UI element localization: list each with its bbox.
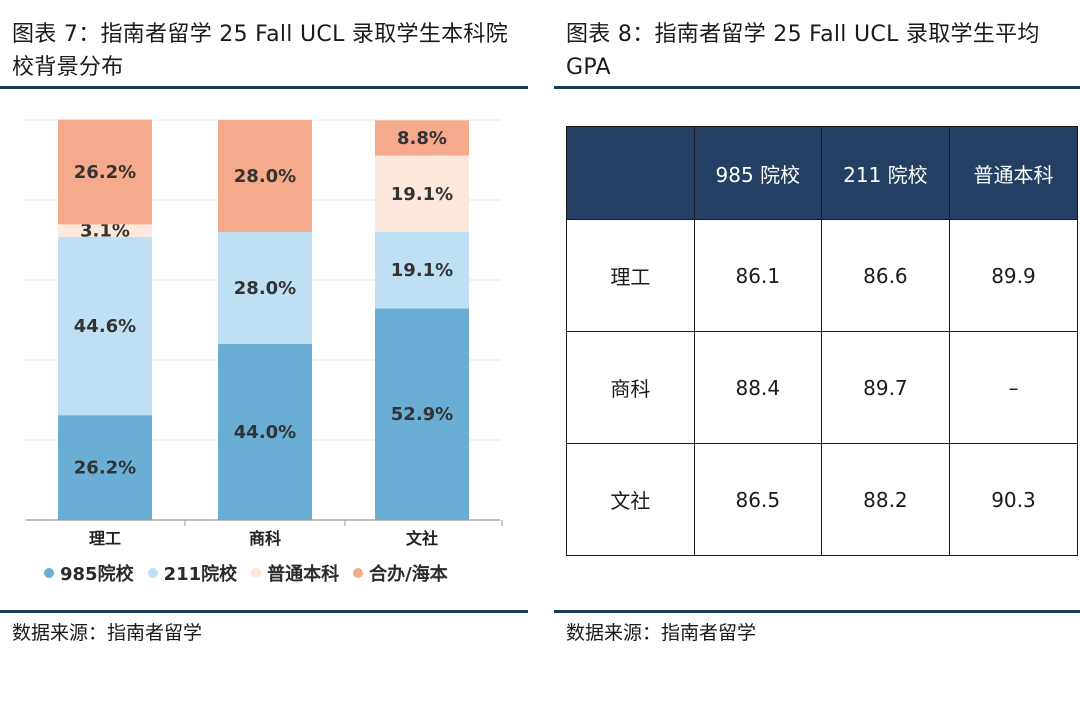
figure-7-source: 数据来源：指南者留学 [12, 622, 203, 644]
table-row-label: 文社 [566, 443, 695, 556]
legend-item: 合办/海本 [353, 560, 448, 586]
bar-segment [58, 415, 152, 520]
legend-swatch [44, 568, 54, 578]
table-cell: 88.4 [693, 331, 822, 444]
legend-item: 普通本科 [251, 560, 339, 586]
top-rule [0, 86, 528, 89]
legend-swatch [353, 568, 364, 578]
bar-segment [375, 232, 469, 309]
legend-label: 985院校 [60, 564, 134, 585]
data-label: 19.1% [391, 260, 453, 281]
legend-swatch [251, 568, 262, 578]
gpa-table: 985 院校 211 院校 普通本科 理工 86.1 86.6 89.9 商科 … [566, 126, 1079, 556]
table-header-cell [566, 126, 695, 220]
bar-segment [218, 344, 312, 520]
legend-label: 普通本科 [267, 564, 340, 585]
data-label: 52.9% [391, 404, 453, 425]
legend-item: 985院校 [44, 560, 134, 586]
category-label: 文社 [406, 529, 438, 548]
table-header-row: 985 院校 211 院校 普通本科 [566, 126, 1079, 220]
table-row: 文社 86.5 88.2 90.3 [566, 443, 1079, 556]
top-rule [554, 86, 1080, 89]
data-label: 3.1% [80, 221, 130, 242]
table-header-cell: 普通本科 [948, 126, 1079, 220]
table-row-label: 商科 [566, 331, 695, 444]
table-cell: 86.1 [693, 219, 822, 332]
table-header-cell: 211 院校 [820, 126, 950, 220]
legend-label: 211院校 [163, 564, 238, 585]
table-cell: – [948, 331, 1079, 444]
bar-segment [58, 119, 152, 225]
data-label: 28.0% [234, 278, 296, 299]
table-cell: 89.9 [948, 219, 1079, 332]
data-label: 26.2% [74, 458, 136, 479]
bar-segment [375, 155, 469, 232]
data-label: 19.1% [391, 184, 453, 205]
table-row-label: 理工 [566, 219, 695, 332]
data-label: 8.8% [397, 128, 447, 149]
table-header-cell: 985 院校 [693, 126, 822, 220]
bar-segment [375, 308, 469, 520]
bottom-rule [554, 610, 1080, 613]
table-row: 理工 86.1 86.6 89.9 [566, 219, 1079, 332]
bar-segment [218, 120, 312, 232]
table-cell: 89.7 [820, 331, 950, 444]
table-cell: 88.2 [820, 443, 950, 556]
figure-7-title: 图表 7：指南者留学 25 Fall UCL 录取学生本科院校背景分布 [12, 22, 509, 80]
table-cell: 86.5 [693, 443, 822, 556]
data-label: 44.0% [234, 422, 296, 443]
data-label: 44.6% [74, 316, 136, 337]
figure-8-source: 数据来源：指南者留学 [566, 622, 757, 644]
table-row: 商科 88.4 89.7 – [566, 331, 1079, 444]
chart-legend: 985院校 211院校 普通本科 合办/海本 [12, 560, 528, 586]
table-cell: 86.6 [820, 219, 950, 332]
bar-segment [58, 224, 152, 237]
bar-segment [58, 236, 152, 416]
stacked-bar-chart: 26.2% 44.6% 3.1% 26.2% 理工 44.0% 28.0% 28.0% 商科 52… [26, 119, 503, 548]
legend-swatch [147, 568, 158, 578]
data-label: 26.2% [74, 162, 136, 183]
right-figure: 图表 8：指南者留学 25 Fall UCL 录取学生平均 GPA 985 院校… [554, 0, 1080, 644]
data-label: 28.0% [234, 166, 296, 187]
figure-8-title: 图表 8：指南者留学 25 Fall UCL 录取学生平均 GPA [566, 22, 1040, 80]
table-cell: 90.3 [948, 443, 1079, 556]
bottom-rule [0, 610, 528, 613]
left-figure: 图表 7：指南者留学 25 Fall UCL 录取学生本科院校背景分布 26.2… [0, 0, 528, 644]
category-label: 商科 [249, 529, 281, 548]
bar-segment [218, 232, 312, 344]
legend-item: 211院校 [147, 560, 238, 586]
legend-label: 合办/海本 [369, 564, 448, 585]
category-label: 理工 [89, 529, 121, 548]
bar-segment [375, 120, 469, 156]
